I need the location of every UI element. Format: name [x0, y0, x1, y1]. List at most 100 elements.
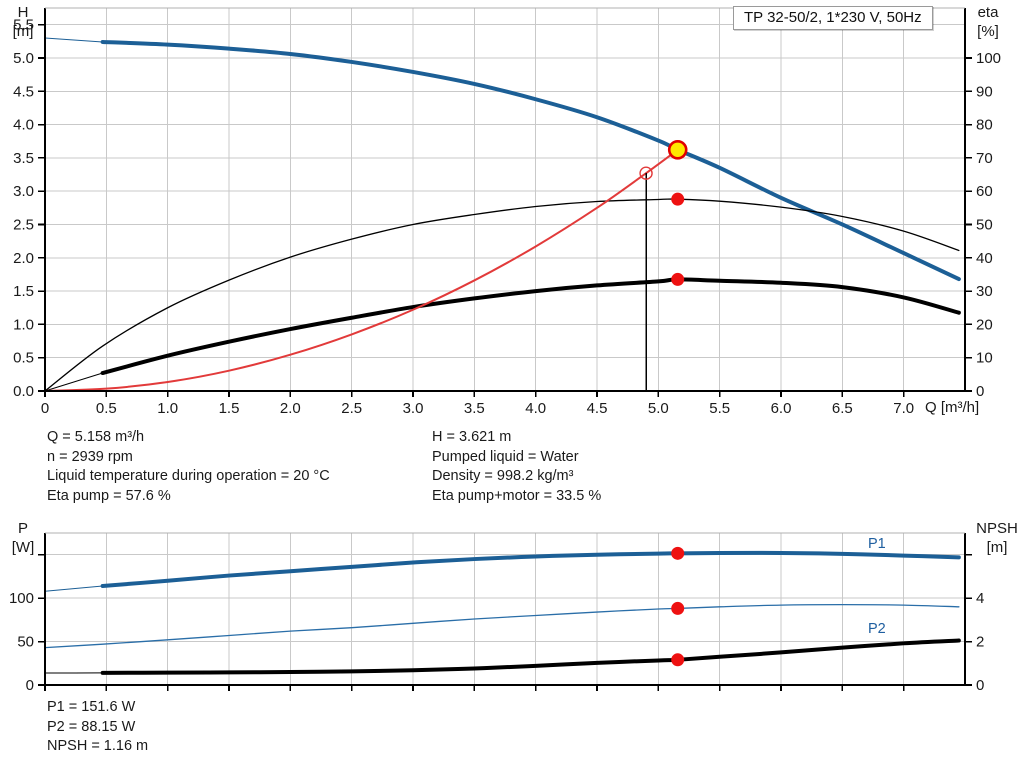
y2tick-label: 50	[976, 216, 993, 233]
p2-marker	[671, 601, 685, 615]
xtick-label: 0	[41, 400, 49, 417]
info-p2: P2 = 88.15 W	[47, 718, 136, 735]
curve-eta-pump-motor	[100, 277, 961, 376]
curve-h-head-curve	[100, 39, 961, 282]
info-pumped-liquid: Pumped liquid = Water	[432, 448, 579, 465]
xtick-label: 2.5	[341, 400, 362, 417]
axis-label-h-unit: [m]	[13, 23, 34, 40]
p1-marker	[671, 546, 685, 560]
ytick-label: 3.0	[13, 183, 34, 200]
curve-h-head-curve-thin	[44, 37, 104, 43]
y2tick-label: 90	[976, 83, 993, 100]
ytick-label: 4.5	[13, 83, 34, 100]
xtick-label: 4.5	[587, 400, 608, 417]
top-chart-curves	[44, 37, 961, 392]
info-liquid-temp: Liquid temperature during operation = 20…	[47, 468, 330, 484]
xtick-label: 1.5	[219, 400, 240, 417]
bottom-chart-tick-labels: 0 50 100 0 2 4	[9, 553, 984, 694]
ytick-label: 0.0	[13, 383, 34, 400]
curve-label-p2: P2	[868, 621, 886, 637]
xtick-label: 3.5	[464, 400, 485, 417]
y2tick-label: 70	[976, 150, 993, 167]
ytick-label: 2.5	[13, 216, 34, 233]
ytick-label: 0.5	[13, 350, 34, 367]
xtick-label: 2.0	[280, 400, 301, 417]
curve-p2-shaft-power-	[44, 604, 960, 649]
ytick-label: 1.0	[13, 316, 34, 333]
top-chart-axes	[43, 7, 967, 393]
axis-label-eta-unit: [%]	[977, 23, 999, 40]
y2tick-label: 4	[976, 590, 984, 607]
axis-label-p-unit: [W]	[12, 539, 35, 556]
ytick-label: 0	[26, 677, 34, 694]
pump-title-box: TP 32-50/2, 1*230 V, 50Hz	[733, 6, 933, 30]
bottom-chart-axes	[43, 532, 967, 687]
curve-label-p1: P1	[868, 536, 886, 552]
y2tick-label: 100	[976, 50, 1001, 67]
xtick-label: 6.0	[771, 400, 792, 417]
axis-label-q: Q [m³/h]	[925, 399, 979, 416]
npsh-marker	[671, 653, 685, 667]
top-chart-tick-labels: 0 0.5 1.0 1.5 2.0 2.5 3.0 3.5 4.0 4.5 5.0 5.5 6.0 6.5…	[13, 17, 1001, 417]
eta-pump-marker	[671, 192, 685, 206]
xtick-label: 0.5	[96, 400, 117, 417]
y2tick-label: 0	[976, 383, 984, 400]
bottom-chart-curves	[44, 550, 961, 675]
y2tick-label: 20	[976, 316, 993, 333]
axis-label-h: H	[18, 4, 29, 21]
xtick-label: 7.0	[893, 400, 914, 417]
ytick-label: 5.0	[13, 50, 34, 67]
curve-npsh	[100, 638, 961, 675]
axis-label-npsh-unit: [m]	[987, 539, 1008, 556]
info-density: Density = 998.2 kg/m³	[432, 468, 574, 484]
pump-title-text: TP 32-50/2, 1*230 V, 50Hz	[744, 9, 922, 26]
bottom-chart-gridlines	[45, 533, 965, 685]
curve-p1-input-power-	[100, 550, 961, 588]
y2tick-label: 0	[976, 677, 984, 694]
info-eta-pump-motor: Eta pump+motor = 33.5 %	[432, 487, 602, 504]
system-curve-marker	[639, 166, 653, 180]
curve-system-installation-curve	[44, 148, 679, 392]
operating-info-bottom: P1 = 151.6 W P2 = 88.15 W NPSH = 1.16 m	[47, 698, 148, 757]
eta-pump-motor-marker	[671, 272, 685, 286]
xtick-label: 6.5	[832, 400, 853, 417]
y2tick-label: 60	[976, 183, 993, 200]
xtick-label: 5.5	[709, 400, 730, 417]
xtick-label: 3.0	[403, 400, 424, 417]
ytick-label: 4.0	[13, 117, 34, 134]
ytick-label: 3.5	[13, 150, 34, 167]
axis-label-p: P	[18, 520, 28, 537]
info-h: H = 3.621 m	[432, 429, 512, 445]
top-chart-markers	[639, 140, 688, 286]
duty-point	[667, 140, 688, 160]
xtick-label: 4.0	[525, 400, 546, 417]
ytick-label: 2.0	[13, 250, 34, 267]
top-chart-gridlines	[45, 8, 965, 391]
curve-eta-pump-motor-thin	[44, 372, 104, 392]
axis-label-npsh: NPSH	[976, 520, 1018, 537]
ytick-label: 5.5	[13, 17, 34, 34]
axis-label-eta: eta	[978, 4, 1000, 21]
info-npsh: NPSH = 1.16 m	[47, 738, 149, 754]
y2tick-label: 40	[976, 250, 993, 267]
xtick-label: 1.0	[157, 400, 178, 417]
y2tick-label: 2	[976, 634, 984, 651]
info-n: n = 2939 rpm	[47, 448, 133, 465]
xtick-label: 5.0	[648, 400, 669, 417]
info-q: Q = 5.158 m³/h	[47, 429, 145, 445]
info-p1: P1 = 151.6 W	[47, 699, 136, 715]
operating-info-left: Q = 5.158 m³/h n = 2939 rpm Liquid tempe…	[47, 428, 330, 506]
curve-eta-pump-efficiency-	[44, 198, 960, 392]
operating-info-right: H = 3.621 m Pumped liquid = Water Densit…	[432, 428, 601, 506]
ytick-label: 50	[17, 634, 34, 651]
ytick-label: 100	[9, 590, 34, 607]
y2tick-label: 80	[976, 117, 993, 134]
power-npsh-chart: 0 50 100 0 2 4 P [W] NPSH [m] P1 P2	[9, 520, 1018, 694]
bottom-chart-markers	[671, 546, 685, 667]
ytick-label: 1.5	[13, 283, 34, 300]
info-eta-pump: Eta pump = 57.6 %	[47, 487, 171, 504]
head-efficiency-chart: 0 0.5 1.0 1.5 2.0 2.5 3.0 3.5 4.0 4.5 5.0 5.5 6.0 6.5…	[13, 4, 1001, 417]
y2tick-label: 10	[976, 350, 993, 367]
y2tick-label: 30	[976, 283, 993, 300]
